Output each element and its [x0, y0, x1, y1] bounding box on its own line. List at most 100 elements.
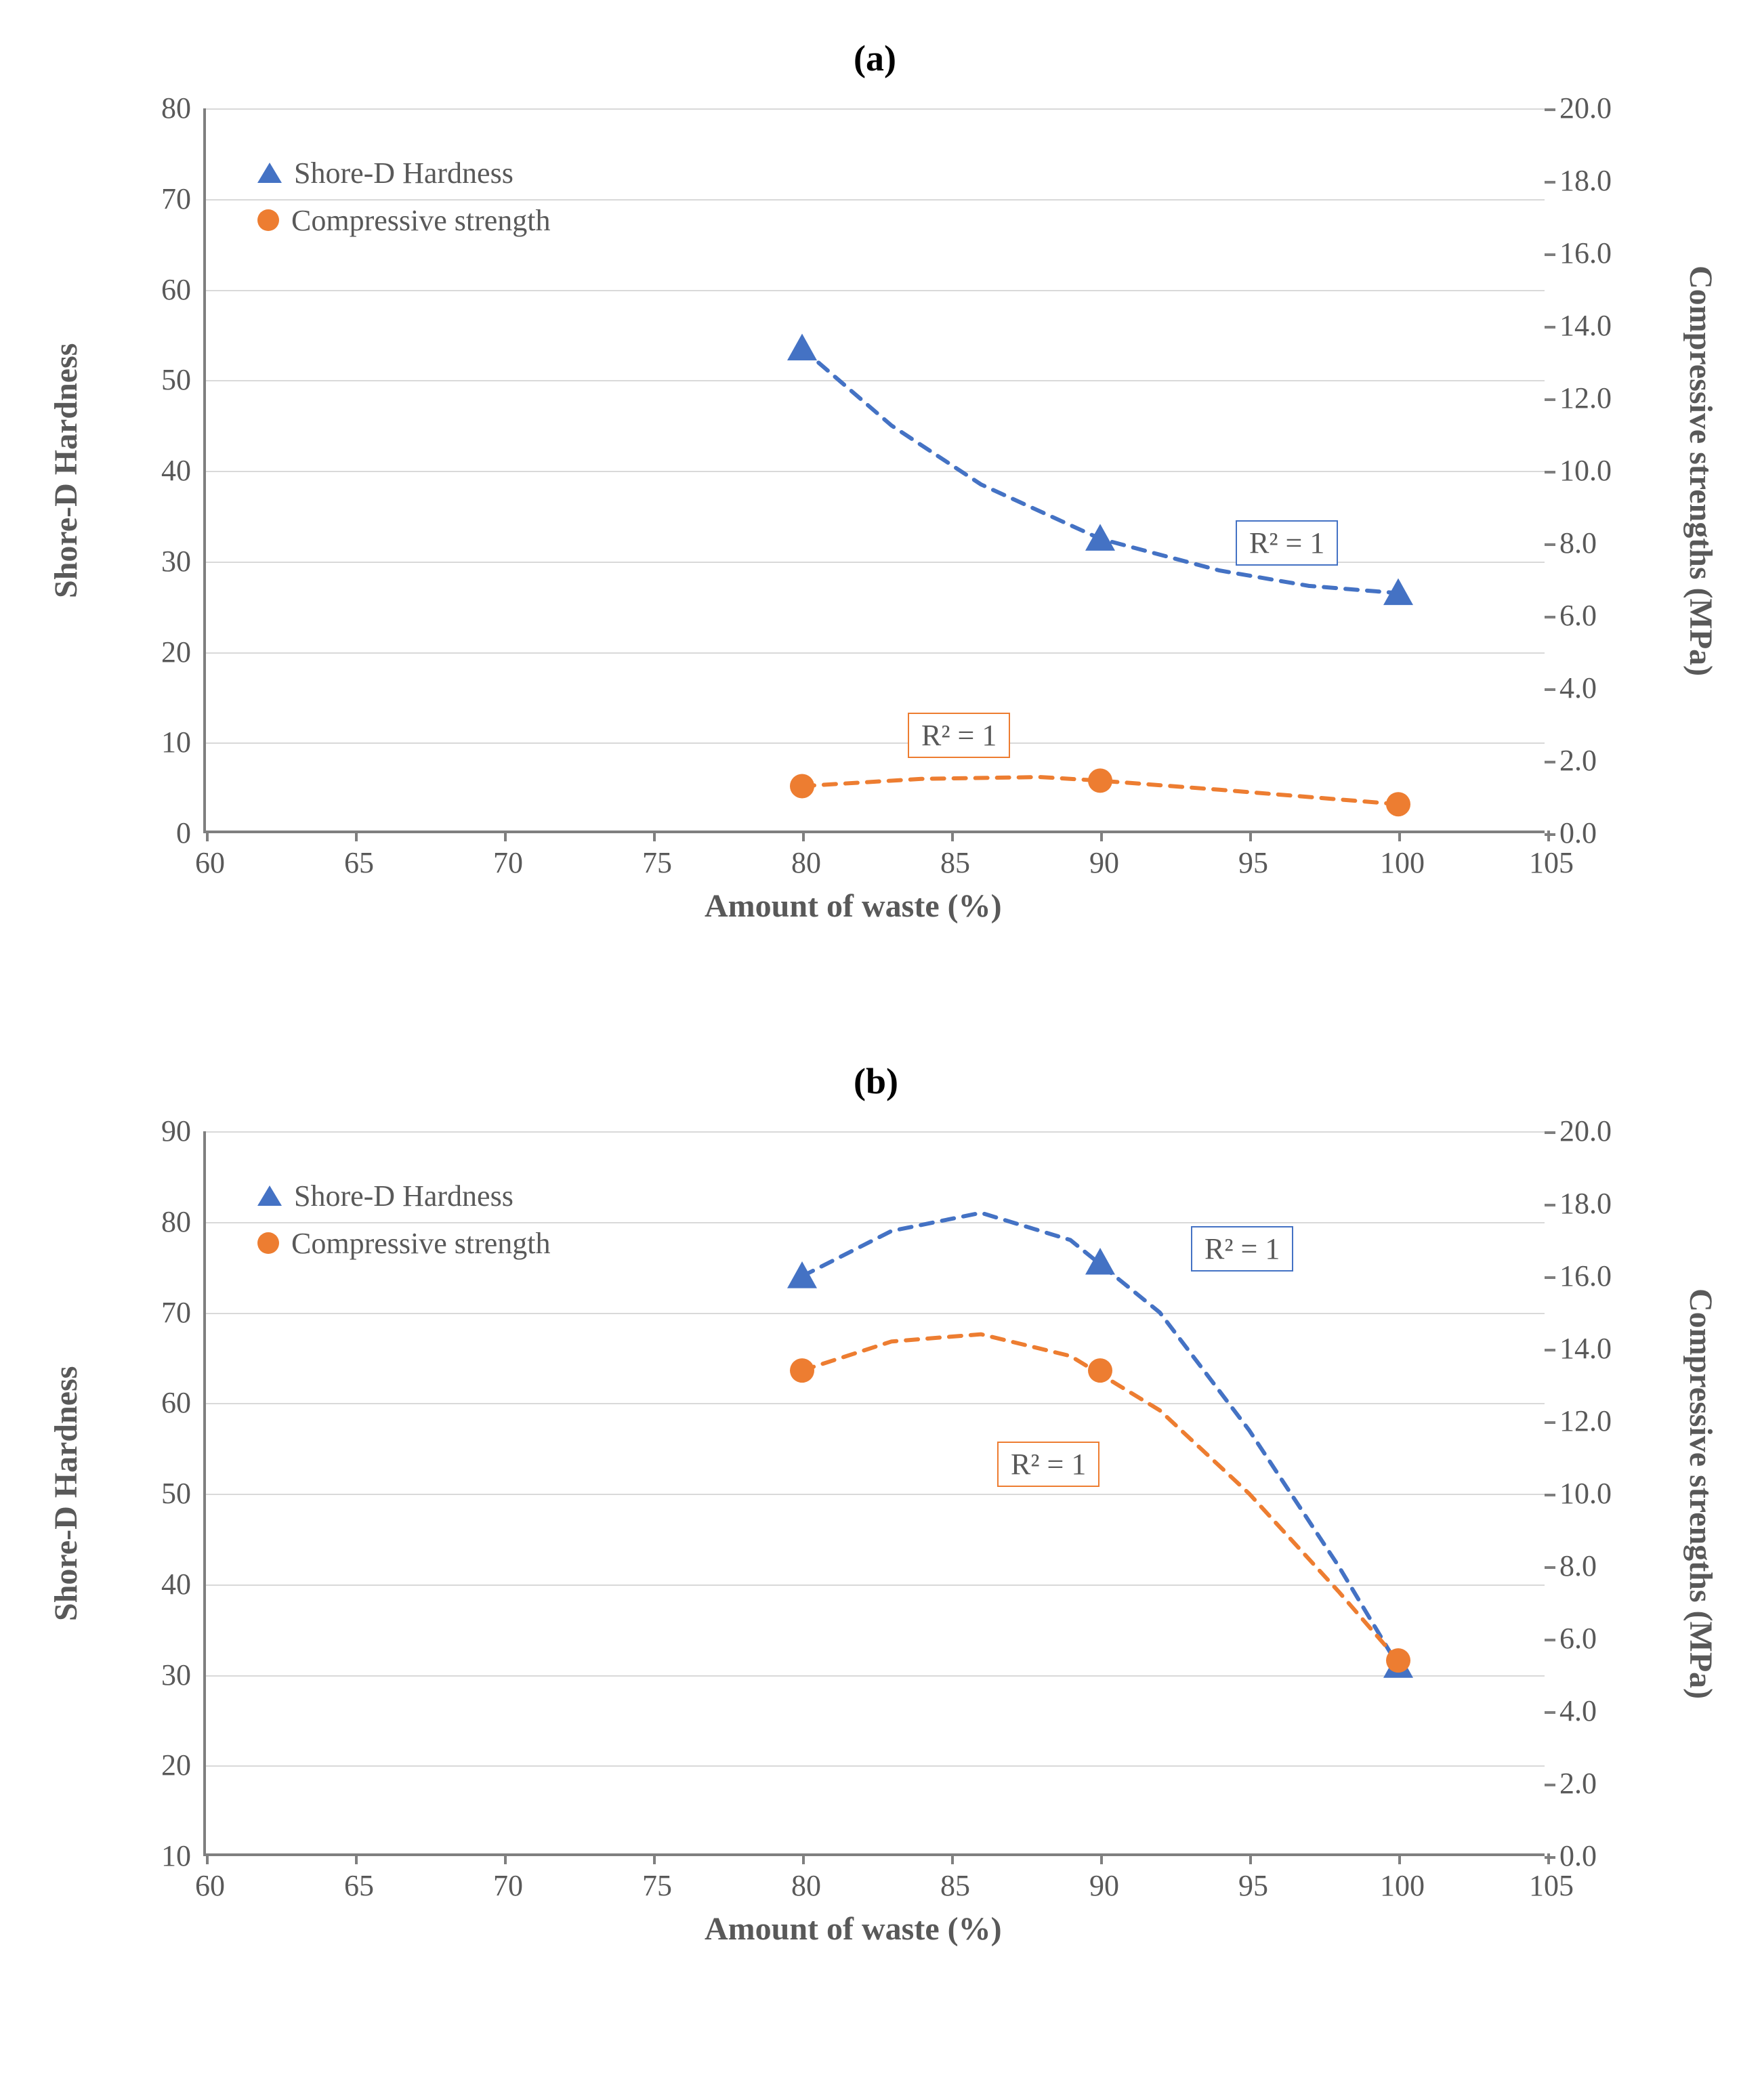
- y-right-tick-label: 8.0: [1559, 526, 1597, 560]
- y-right-tick-label: 2.0: [1559, 1766, 1597, 1801]
- y-right-tick-label: 18.0: [1559, 1186, 1612, 1221]
- data-point-circle: [790, 1358, 814, 1383]
- legend-item: Compressive strength: [257, 196, 551, 244]
- x-tick-label: 75: [630, 1868, 684, 1903]
- legend-label: Compressive strength: [291, 1226, 551, 1261]
- y-left-tick-label: 30: [123, 544, 191, 579]
- x-tick-label: 65: [332, 845, 386, 880]
- y-right-tick-label: 20.0: [1559, 1114, 1612, 1148]
- x-tick-label: 60: [183, 1868, 237, 1903]
- data-point-triangle: [787, 1261, 817, 1288]
- circle-marker-icon: [257, 1232, 279, 1254]
- x-tick-label: 100: [1375, 1868, 1429, 1903]
- y-right-tick-label: 8.0: [1559, 1549, 1597, 1583]
- legend: Shore-D Hardness Compressive strength: [257, 149, 551, 244]
- y-right-axis-label: Compressive strengths (MPa): [1682, 1277, 1719, 1710]
- y-left-tick-label: 20: [123, 635, 191, 669]
- x-tick-label: 60: [183, 845, 237, 880]
- x-tick-label: 80: [779, 1868, 833, 1903]
- y-right-tick-mark: [1545, 1856, 1555, 1859]
- data-point-circle: [790, 774, 814, 798]
- y-right-tick-label: 4.0: [1559, 671, 1597, 705]
- x-tick-label: 105: [1524, 845, 1578, 880]
- y-right-tick-label: 6.0: [1559, 1621, 1597, 1656]
- y-left-tick-label: 40: [123, 453, 191, 488]
- y-right-tick-mark: [1545, 833, 1555, 836]
- triangle-marker-icon: [257, 1185, 282, 1206]
- chart-panel-a: (a)010203040506070800.02.04.06.08.010.01…: [27, 27, 1733, 996]
- y-right-tick-label: 16.0: [1559, 1259, 1612, 1293]
- y-right-tick-label: 20.0: [1559, 91, 1612, 125]
- legend-item: Shore-D Hardness: [257, 149, 551, 196]
- y-left-axis-label: Shore-D Hardness: [47, 335, 85, 606]
- r-squared-box-compressive: R² = 1: [997, 1442, 1099, 1487]
- y-right-tick-label: 18.0: [1559, 163, 1612, 198]
- x-tick-label: 80: [779, 845, 833, 880]
- x-tick-label: 85: [928, 845, 982, 880]
- x-tick-mark: [1547, 1853, 1550, 1864]
- y-right-tick-label: 6.0: [1559, 598, 1597, 633]
- x-tick-label: 85: [928, 1868, 982, 1903]
- legend-item: Shore-D Hardness: [257, 1172, 551, 1219]
- chart-panel-b: (b)1020304050607080900.02.04.06.08.010.0…: [27, 1050, 1733, 2019]
- panel-title: (a): [854, 37, 896, 79]
- x-tick-label: 70: [481, 1868, 535, 1903]
- y-left-tick-label: 60: [123, 272, 191, 307]
- y-left-tick-label: 20: [123, 1748, 191, 1782]
- r-squared-box-hardness: R² = 1: [1191, 1226, 1293, 1272]
- triangle-marker-icon: [257, 163, 282, 183]
- y-left-tick-label: 70: [123, 182, 191, 216]
- y-left-tick-label: 30: [123, 1658, 191, 1692]
- x-tick-label: 75: [630, 845, 684, 880]
- x-tick-label: 95: [1226, 1868, 1280, 1903]
- y-left-tick-label: 70: [123, 1295, 191, 1330]
- y-right-tick-label: 2.0: [1559, 743, 1597, 778]
- x-tick-mark: [1547, 831, 1550, 841]
- y-left-tick-label: 10: [123, 1839, 191, 1873]
- y-right-tick-label: 14.0: [1559, 1331, 1612, 1366]
- legend-item: Compressive strength: [257, 1219, 551, 1267]
- x-tick-label: 95: [1226, 845, 1280, 880]
- y-right-tick-label: 4.0: [1559, 1694, 1597, 1728]
- data-point-triangle: [1085, 524, 1115, 551]
- legend-label: Shore-D Hardness: [294, 156, 514, 190]
- y-left-tick-label: 40: [123, 1567, 191, 1601]
- y-left-tick-label: 50: [123, 362, 191, 397]
- trend-line-compressive: [802, 1335, 1398, 1661]
- y-right-tick-label: 10.0: [1559, 453, 1612, 488]
- data-point-circle: [1088, 768, 1112, 793]
- y-right-tick-label: 12.0: [1559, 1404, 1612, 1438]
- x-tick-label: 90: [1077, 1868, 1131, 1903]
- data-point-triangle: [787, 333, 817, 360]
- y-left-tick-label: 90: [123, 1114, 191, 1148]
- r-squared-box-hardness: R² = 1: [1236, 520, 1338, 566]
- x-tick-label: 90: [1077, 845, 1131, 880]
- y-left-tick-label: 10: [123, 725, 191, 759]
- x-tick-label: 100: [1375, 845, 1429, 880]
- data-point-circle: [1386, 792, 1410, 816]
- y-left-tick-label: 80: [123, 91, 191, 125]
- data-point-circle: [1386, 1648, 1410, 1673]
- legend-label: Compressive strength: [291, 203, 551, 238]
- data-point-triangle: [1085, 1248, 1115, 1275]
- y-right-tick-label: 16.0: [1559, 236, 1612, 270]
- y-left-axis-label: Shore-D Hardness: [47, 1358, 85, 1629]
- x-axis-label: Amount of waste (%): [705, 1910, 1002, 1948]
- y-right-axis-label: Compressive strengths (MPa): [1682, 254, 1719, 688]
- y-left-tick-label: 60: [123, 1385, 191, 1420]
- legend-label: Shore-D Hardness: [294, 1179, 514, 1213]
- y-right-tick-label: 14.0: [1559, 308, 1612, 343]
- x-axis-label: Amount of waste (%): [705, 887, 1002, 925]
- y-right-tick-label: 12.0: [1559, 381, 1612, 415]
- y-left-tick-label: 50: [123, 1476, 191, 1511]
- y-right-tick-label: 10.0: [1559, 1476, 1612, 1511]
- r-squared-box-compressive: R² = 1: [908, 713, 1010, 758]
- circle-marker-icon: [257, 209, 279, 231]
- legend: Shore-D Hardness Compressive strength: [257, 1172, 551, 1267]
- data-point-circle: [1088, 1358, 1112, 1383]
- x-tick-label: 105: [1524, 1868, 1578, 1903]
- panel-title: (b): [854, 1060, 898, 1102]
- y-left-tick-label: 0: [123, 816, 191, 850]
- x-tick-label: 65: [332, 1868, 386, 1903]
- y-left-tick-label: 80: [123, 1204, 191, 1239]
